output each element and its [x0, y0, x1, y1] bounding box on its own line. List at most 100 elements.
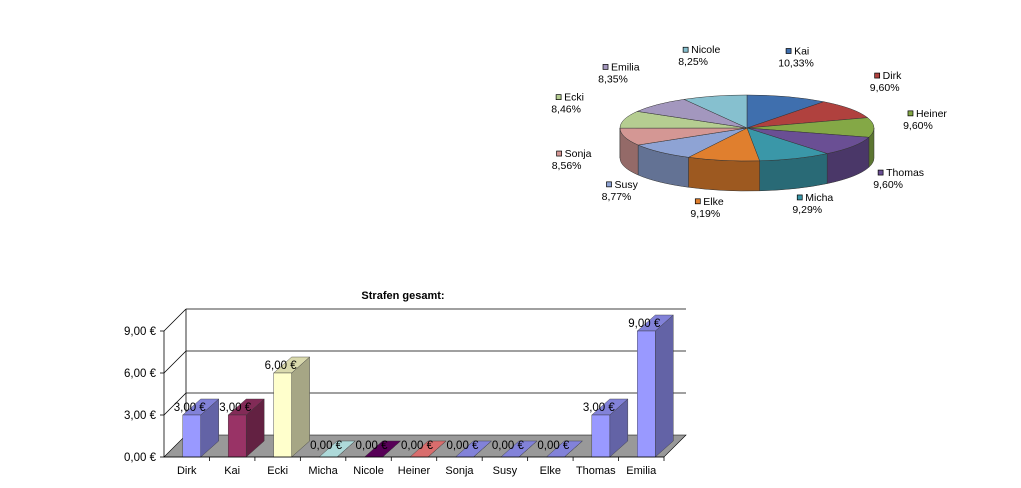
y-tick-label: 6,00 €: [124, 368, 157, 380]
pie-label-name: Kai: [794, 45, 809, 57]
y-tick-label: 0,00 €: [124, 452, 157, 464]
x-tick-label: Nicole: [353, 465, 384, 477]
bar-front: [637, 330, 656, 458]
bar-kai: 3,00 € Kai: [219, 398, 265, 477]
pie-label-percent: 8,77%: [602, 191, 632, 203]
pie-label-name: Micha: [805, 192, 833, 204]
pie-side-elke: [688, 157, 760, 192]
x-tick-label: Emilia: [626, 465, 657, 477]
pie-labels: Kai10,33%Dirk9,60%Heiner9,60%Thomas9,60%…: [551, 44, 947, 220]
pie-label-percent: 9,29%: [792, 204, 822, 216]
bar-value-label: 0,00 €: [446, 440, 479, 452]
pie-label-percent: 10,33%: [778, 57, 814, 69]
pie-label-name: Nicole: [691, 44, 720, 56]
x-tick-label: Heiner: [398, 465, 431, 477]
bar-front: [182, 414, 201, 458]
pie-label-name: Susy: [615, 179, 639, 191]
bar-value-label: 3,00 €: [174, 402, 207, 414]
bar-emilia: 9,00 € Emilia: [626, 314, 674, 477]
x-tick-label: Susy: [493, 465, 518, 477]
x-tick-label: Ecki: [267, 465, 288, 477]
bar-side: [655, 314, 674, 458]
pie-label-percent: 8,46%: [551, 104, 581, 116]
pie-label-percent: 8,35%: [598, 73, 628, 85]
pie-label-percent: 9,60%: [870, 82, 900, 94]
bar-value-label: 0,00 €: [401, 440, 434, 452]
pie-label-name: Dirk: [883, 70, 902, 82]
pie-slice-dirk: [746, 101, 869, 129]
pie-label-percent: 8,25%: [678, 56, 708, 68]
pie-label-percent: 9,60%: [903, 120, 933, 132]
pie-slice-thomas: [746, 127, 870, 154]
bar-heiner: 0,00 € Heiner: [398, 440, 447, 477]
gridline-diagonal: [163, 308, 187, 332]
bar-front: [591, 414, 611, 458]
x-tick-label: Elke: [540, 465, 561, 477]
pie-label-name: Heiner: [916, 108, 947, 120]
bar-front: [273, 372, 292, 458]
pie-label-swatch: [874, 72, 881, 79]
bar-front: [227, 414, 247, 458]
bar-elke: 0,00 € Elke: [537, 440, 583, 477]
pie-chart: Kai10,33%Dirk9,60%Heiner9,60%Thomas9,60%…: [551, 44, 947, 220]
bar-side: [291, 356, 310, 458]
pie-label-percent: 9,19%: [690, 208, 720, 220]
bar-value-label: 3,00 €: [583, 402, 616, 414]
pie-label-name: Ecki: [564, 92, 584, 104]
pie-label-swatch: [694, 198, 701, 205]
bar-value-label: 9,00 €: [628, 318, 661, 330]
x-tick-label: Thomas: [576, 465, 616, 477]
bar-nicole: 0,00 € Nicole: [353, 440, 402, 477]
bar-value-label: 6,00 €: [265, 360, 298, 372]
bar-sonja: 0,00 € Sonja: [445, 440, 492, 477]
gridline-diagonal: [163, 392, 187, 416]
pie-label-swatch: [877, 169, 884, 176]
x-tick-label: Kai: [224, 465, 240, 477]
pie-slice-nicole: [683, 94, 748, 129]
bars: 3,00 € Dirk 3,00 € Kai 6,00 € Ecki 0,00 € Micha…: [174, 314, 674, 477]
bar-dirk: 3,00 € Dirk: [174, 398, 220, 477]
pie-label-swatch: [682, 46, 689, 53]
pie-label-name: Emilia: [611, 61, 640, 73]
bar-value-label: 0,00 €: [310, 440, 343, 452]
pie-slice-heiner: [746, 117, 875, 138]
gridline-diagonal: [163, 350, 187, 374]
x-tick-label: Micha: [308, 465, 338, 477]
bar-susy: 0,00 € Susy: [492, 440, 538, 477]
pie-label-percent: 8,56%: [552, 160, 582, 172]
pie-label-swatch: [796, 194, 803, 201]
pie-label-swatch: [602, 64, 609, 70]
bar-value-label: 3,00 €: [219, 402, 252, 414]
bar-ecki: 6,00 € Ecki: [265, 356, 311, 477]
pie-sides: [619, 127, 875, 192]
pie-label-swatch: [556, 150, 562, 157]
x-tick-label: Sonja: [445, 465, 474, 477]
bar-value-label: 0,00 €: [492, 440, 525, 452]
y-tick-label: 3,00 €: [124, 410, 157, 422]
pie-top: [619, 94, 875, 162]
pie-slice-kai: [746, 94, 825, 129]
pie-label-name: Elke: [703, 196, 724, 208]
bar-chart-title: Strafen gesamt:: [361, 290, 444, 302]
pie-label-name: Thomas: [886, 167, 924, 179]
pie-label-swatch: [555, 94, 562, 100]
bar-chart: Strafen gesamt: 0,00 € 3,00 € 6,00 € 9,00 €…: [124, 290, 687, 477]
pie-label-name: Sonja: [565, 148, 592, 160]
pie-label-percent: 9,60%: [873, 179, 903, 191]
pie-label-swatch: [785, 48, 792, 54]
x-tick-label: Dirk: [177, 465, 197, 477]
bar-micha: 0,00 € Micha: [308, 440, 356, 477]
bar-value-label: 0,00 €: [537, 440, 570, 452]
bar-value-label: 0,00 €: [356, 440, 389, 452]
pie-label-swatch: [907, 110, 914, 117]
